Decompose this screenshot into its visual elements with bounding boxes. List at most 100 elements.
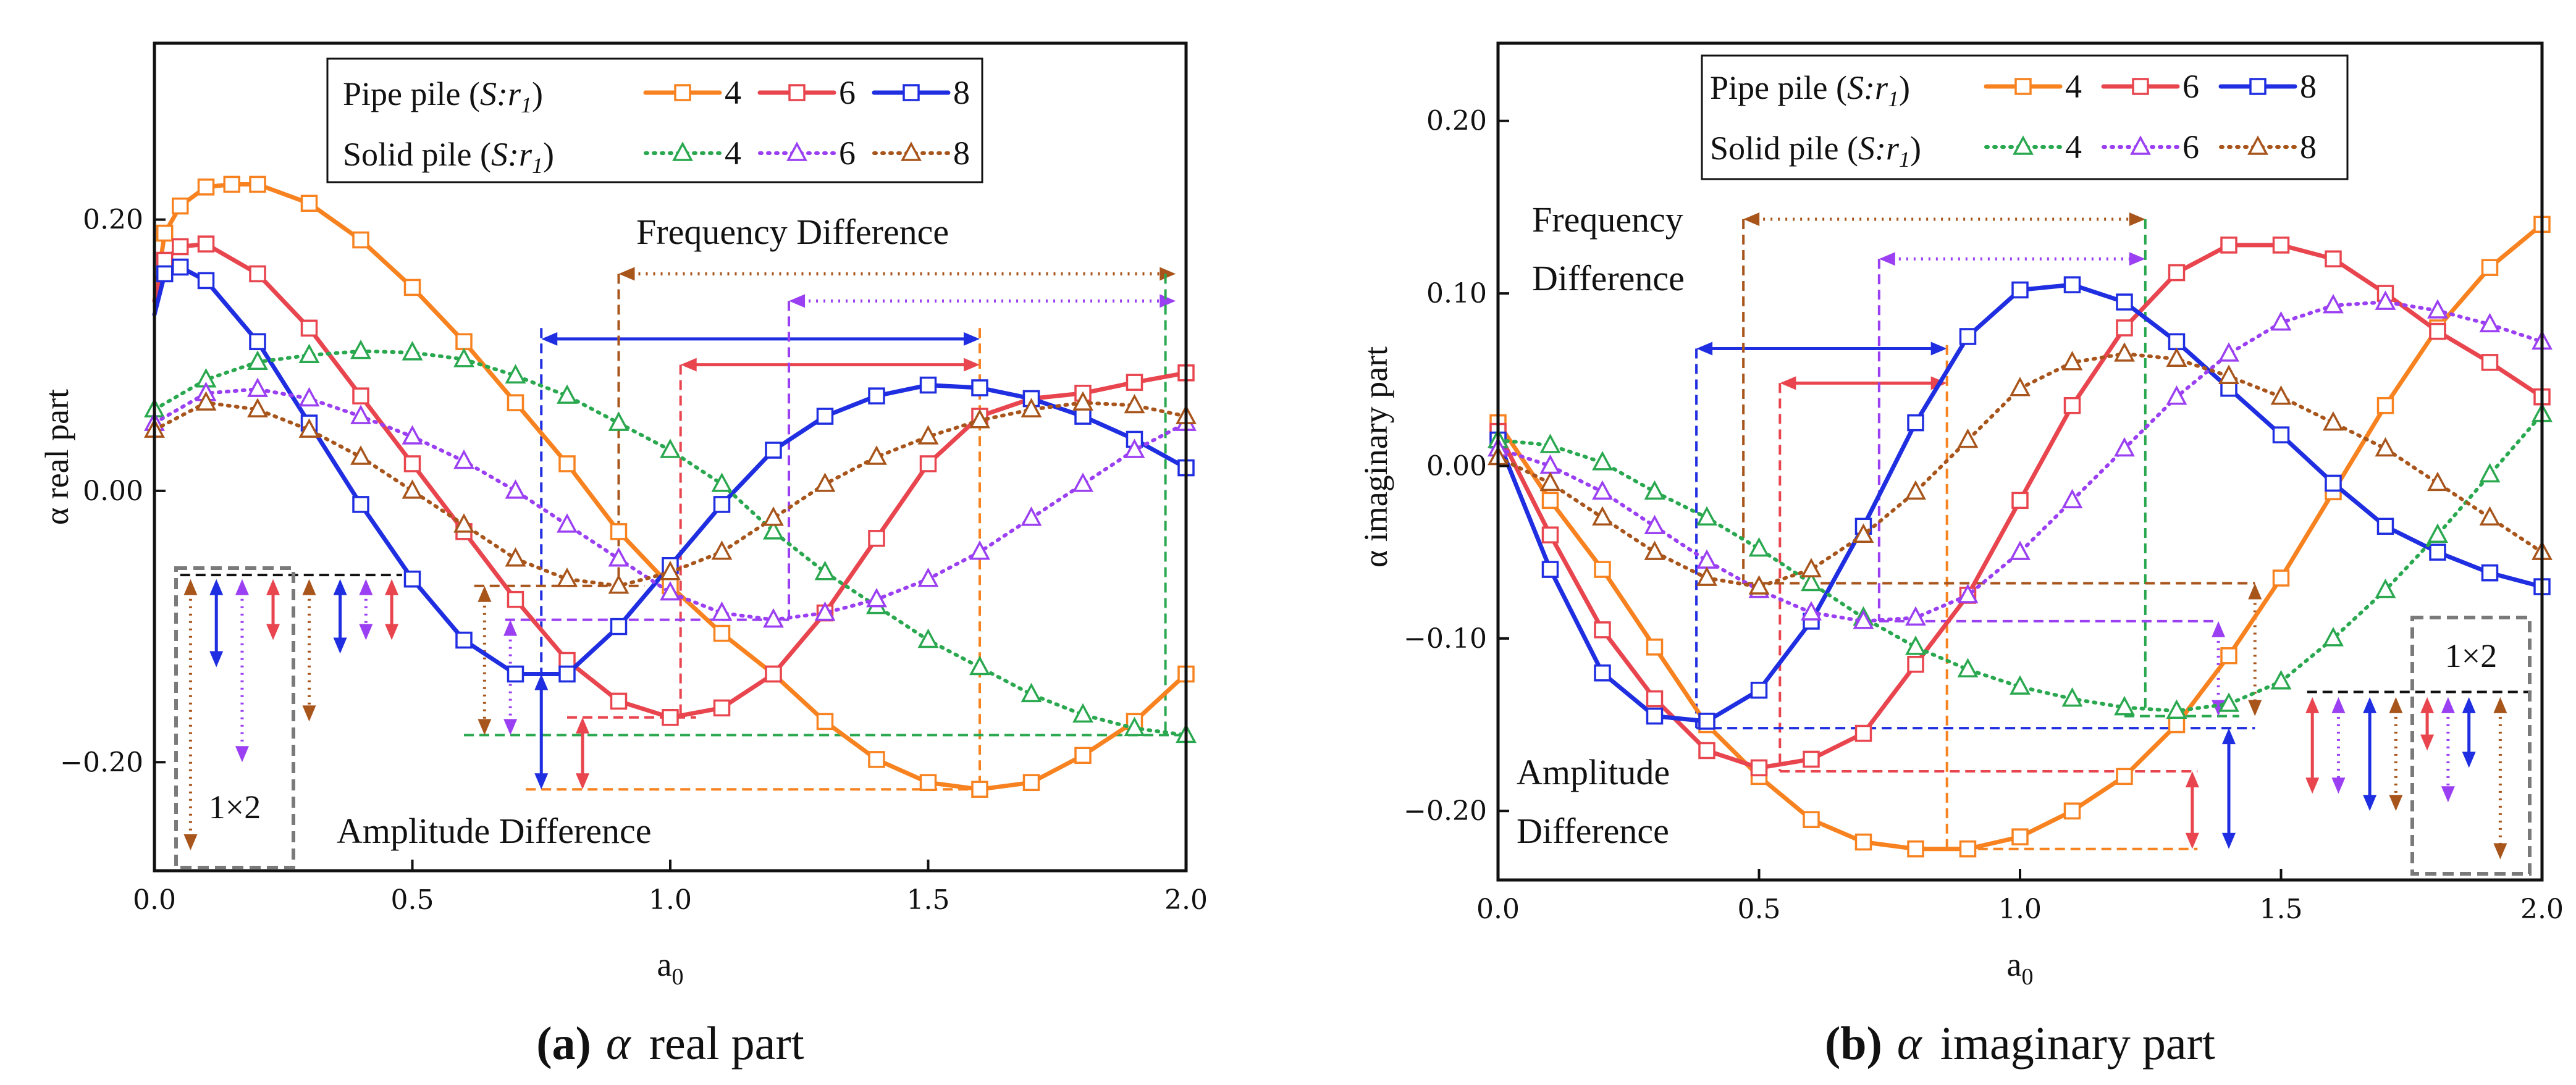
data-point-solid8 — [1957, 428, 1979, 448]
data-point-pipe4 — [558, 455, 576, 472]
data-point-solid4 — [969, 655, 990, 676]
arrow-head — [618, 267, 635, 281]
data-point-pipe6 — [249, 265, 266, 283]
data-point-solid8 — [505, 547, 526, 567]
data-point-pipe6 — [2168, 264, 2186, 282]
data-point-solid8 — [1021, 398, 1042, 417]
legend-entry-solid4: 4 — [725, 135, 741, 172]
data-point-solid6 — [247, 377, 268, 397]
data-point-solid8 — [2114, 342, 2135, 362]
arrow-head — [2331, 777, 2346, 794]
y-tick-label: 0.20 — [1426, 106, 1487, 137]
legend-pipe-row-label: Pipe pile (S:r1) — [1710, 69, 1910, 111]
data-point-solid6 — [1801, 601, 1822, 621]
data-point-solid4 — [1801, 571, 1822, 592]
data-point-solid4 — [1696, 506, 1717, 526]
data-point-pipe4 — [249, 175, 266, 193]
arrow-head — [2331, 697, 2346, 713]
legend-marker-pipe4 — [2014, 78, 2032, 95]
legend-marker-solid8 — [901, 141, 922, 161]
data-point-solid8 — [917, 425, 939, 445]
data-point-pipe6 — [713, 699, 731, 717]
series-line-solid4 — [1496, 412, 2544, 713]
data-point-pipe8 — [455, 631, 473, 649]
series-line-solid6 — [1496, 300, 2544, 623]
data-point-solid6 — [711, 601, 733, 621]
data-point-solid4 — [557, 384, 578, 404]
amplitude-label-line1: Amplitude — [1517, 752, 1670, 792]
data-point-solid6 — [1957, 584, 1979, 603]
arrow-head — [2305, 697, 2320, 713]
data-point-pipe8 — [2272, 426, 2290, 443]
data-point-solid4 — [814, 561, 836, 580]
data-point-solid4 — [2479, 463, 2501, 483]
data-point-pipe4 — [713, 624, 731, 642]
data-point-solid4 — [298, 343, 320, 363]
data-point-solid4 — [917, 628, 939, 648]
data-point-solid4 — [711, 472, 733, 492]
arrow-head — [2441, 786, 2455, 803]
arrow-head — [302, 705, 316, 722]
legend-marker-pipe8 — [2249, 78, 2267, 95]
arrow-head — [2222, 728, 2236, 745]
data-point-solid8 — [1124, 393, 1145, 414]
data-point-pipe8 — [2481, 564, 2499, 582]
data-point-solid8 — [453, 513, 474, 533]
data-point-solid6 — [608, 547, 629, 567]
legend-marker-solid4 — [2013, 135, 2034, 155]
data-point-pipe4 — [300, 195, 318, 212]
y-tick-label: −0.10 — [1404, 623, 1487, 655]
data-point-pipe6 — [1803, 750, 1820, 768]
data-point-solid6 — [1124, 438, 1145, 458]
legend-entry-solid6: 6 — [2182, 128, 2199, 165]
data-point-solid8 — [195, 391, 217, 411]
arrow-head — [503, 719, 518, 735]
data-point-solid6 — [814, 601, 836, 621]
arrow-head — [2420, 697, 2435, 713]
data-point-pipe4 — [1907, 840, 1924, 858]
legend-entry-solid4: 4 — [2065, 128, 2082, 165]
y-tick-label: 0.20 — [83, 204, 143, 236]
arrow-head — [183, 579, 198, 595]
data-point-pipe8 — [1074, 408, 1092, 425]
legend-entry-pipe4: 4 — [725, 74, 741, 111]
legend-entry-pipe6: 6 — [839, 74, 856, 111]
data-point-solid6 — [969, 540, 990, 560]
data-point-solid8 — [2270, 385, 2292, 405]
data-point-pipe8 — [2168, 333, 2186, 351]
arrow-head — [235, 579, 249, 595]
data-point-solid6 — [2218, 342, 2239, 362]
data-point-pipe4 — [1803, 811, 1820, 828]
data-point-solid6 — [2323, 293, 2344, 314]
data-point-pipe8 — [1698, 713, 1715, 730]
x-tick-label: 1.5 — [907, 884, 950, 916]
arrow-head — [541, 332, 558, 346]
data-point-pipe4 — [1646, 639, 1664, 656]
arrow-head — [2305, 777, 2320, 794]
legend-marker-pipe6 — [2132, 78, 2149, 95]
arrow-head — [359, 624, 373, 640]
data-point-solid4 — [2166, 699, 2187, 719]
data-point-pipe6 — [2272, 237, 2290, 254]
data-point-solid6 — [2114, 437, 2135, 457]
legend-marker-solid6 — [786, 141, 807, 161]
data-point-solid8 — [557, 568, 578, 587]
data-point-pipe8 — [610, 618, 628, 635]
real-part-x-axis-label: a0 — [657, 946, 684, 990]
data-point-solid6 — [557, 513, 578, 533]
data-point-pipe8 — [816, 408, 834, 425]
arrow-head — [1743, 212, 1760, 226]
data-point-pipe8 — [2429, 543, 2446, 561]
data-point-solid6 — [402, 425, 423, 445]
arrow-head — [2420, 734, 2435, 751]
data-point-solid6 — [2375, 290, 2396, 310]
data-point-pipe4 — [2220, 647, 2237, 664]
arrow-head — [964, 358, 980, 372]
data-point-pipe6 — [868, 530, 885, 547]
data-point-pipe4 — [1854, 833, 1872, 851]
arrow-head — [1696, 341, 1713, 356]
arrow-head — [2389, 795, 2403, 811]
data-point-pipe8 — [172, 258, 189, 276]
frequency-difference-label: Frequency Difference — [636, 212, 949, 252]
data-point-solid8 — [2166, 347, 2187, 367]
